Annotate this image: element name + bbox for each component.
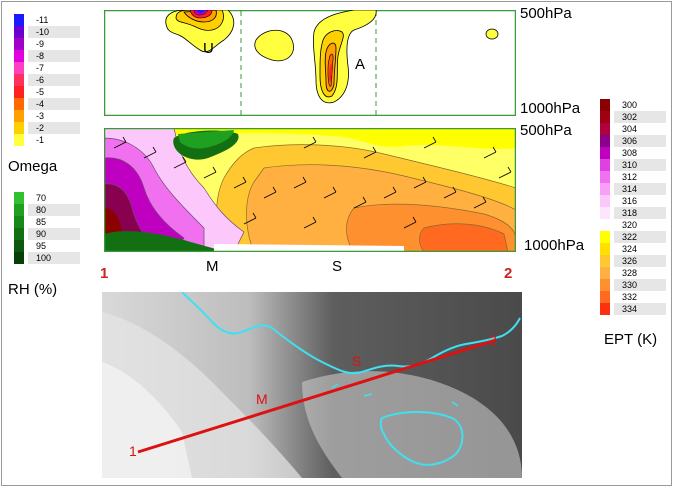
legend-value: 90 — [28, 228, 80, 240]
legend-swatch — [14, 216, 24, 228]
legend-swatch — [14, 252, 24, 264]
legend-value: 316 — [622, 196, 638, 206]
legend-value: -10 — [28, 26, 80, 38]
legend-swatch — [14, 122, 24, 134]
top-label-1000hpa: 1000hPa — [520, 100, 581, 117]
legend-value: -2 — [28, 122, 80, 134]
map-endpoint-2: 2 — [489, 332, 497, 348]
legend-swatch — [14, 26, 24, 38]
legend-value: 306 — [614, 135, 666, 147]
legend-value: -4 — [28, 98, 80, 110]
legend-swatch — [600, 111, 610, 123]
legend-swatch — [14, 62, 24, 74]
legend-value: 70 — [36, 193, 47, 203]
legend-value: 314 — [614, 183, 666, 195]
legend-value: -6 — [28, 74, 80, 86]
bottom-label-1000hpa: 1000hPa — [524, 237, 585, 254]
legend-swatch — [14, 204, 24, 216]
omega-cross-section — [104, 10, 516, 116]
legend-value: -1 — [36, 135, 45, 145]
legend-swatch — [600, 183, 610, 195]
legend-value: 326 — [614, 255, 666, 267]
legend-swatch — [14, 192, 24, 204]
legend-swatch — [14, 14, 24, 26]
legend-swatch — [600, 219, 610, 231]
legend-value: 95 — [36, 241, 47, 251]
legend-swatch — [600, 147, 610, 159]
ept-legend: 300 302 304 306 308 310 312 314 316 318 320 322 324 3… — [600, 99, 670, 321]
legend-value: -7 — [36, 63, 45, 73]
legend-value: 334 — [614, 303, 666, 315]
label-s-section: S — [332, 258, 343, 275]
legend-value: -3 — [36, 111, 45, 121]
legend-value: 308 — [622, 148, 638, 158]
legend-swatch — [14, 110, 24, 122]
legend-value: 304 — [622, 124, 638, 134]
top-label-500hpa: 500hPa — [520, 5, 572, 22]
legend-value: 322 — [614, 231, 666, 243]
omega-legend: -11 -10 -9 -8 -7 -6 -5 -4 -3 -2 -1 — [14, 14, 84, 150]
label-u: U — [203, 40, 214, 57]
legend-value: -11 — [36, 15, 49, 25]
legend-swatch — [14, 228, 24, 240]
legend-value: -9 — [36, 39, 45, 49]
legend-value: 100 — [28, 252, 80, 264]
legend-value: 320 — [622, 220, 638, 230]
rh-legend: 70 80 85 90 95 100 — [14, 192, 84, 268]
omega-legend-title: Omega — [8, 158, 58, 175]
legend-value: 332 — [622, 292, 638, 302]
legend-swatch — [14, 134, 24, 146]
legend-swatch — [600, 195, 610, 207]
satellite-image — [102, 292, 522, 478]
map-label-m: M — [256, 391, 268, 407]
legend-swatch — [14, 50, 24, 62]
legend-swatch — [14, 240, 24, 252]
legend-swatch — [600, 123, 610, 135]
label-a: A — [355, 56, 366, 73]
map-endpoint-1: 1 — [129, 443, 137, 459]
bottom-label-500hpa: 500hPa — [520, 122, 572, 139]
endpoint-1-section: 1 — [100, 265, 109, 282]
legend-value: -5 — [36, 87, 45, 97]
legend-swatch — [600, 207, 610, 219]
legend-value: 312 — [622, 172, 638, 182]
map-label-s: S — [352, 353, 362, 369]
legend-swatch — [600, 255, 610, 267]
legend-value: 300 — [622, 100, 638, 110]
legend-swatch — [14, 86, 24, 98]
legend-value: 318 — [614, 207, 666, 219]
legend-swatch — [600, 231, 610, 243]
rh-legend-title: RH (%) — [8, 281, 58, 298]
legend-value: 328 — [622, 268, 638, 278]
legend-value: 310 — [614, 159, 666, 171]
legend-swatch — [600, 159, 610, 171]
legend-swatch — [600, 99, 610, 111]
legend-swatch — [14, 38, 24, 50]
legend-value: 302 — [614, 111, 666, 123]
legend-value: -8 — [28, 50, 80, 62]
legend-value: 330 — [614, 279, 666, 291]
legend-swatch — [600, 135, 610, 147]
legend-swatch — [600, 243, 610, 255]
legend-swatch — [14, 74, 24, 86]
legend-value: 324 — [622, 244, 638, 254]
legend-swatch — [600, 303, 610, 315]
legend-swatch — [14, 98, 24, 110]
endpoint-2-section: 2 — [504, 265, 513, 282]
legend-swatch — [600, 279, 610, 291]
legend-value: 85 — [36, 217, 47, 227]
label-m-section: M — [206, 258, 219, 275]
legend-swatch — [600, 291, 610, 303]
legend-swatch — [600, 171, 610, 183]
legend-value: 80 — [28, 204, 80, 216]
ept-cross-section — [104, 128, 516, 252]
legend-swatch — [600, 267, 610, 279]
ept-legend-title: EPT (K) — [604, 331, 658, 348]
